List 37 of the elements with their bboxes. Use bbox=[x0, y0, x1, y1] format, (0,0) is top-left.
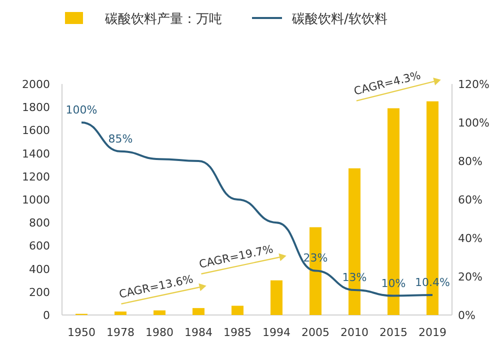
y-tick-label: 1600 bbox=[22, 124, 50, 138]
x-tick-label: 1980 bbox=[146, 326, 174, 339]
data-label: 100% bbox=[66, 104, 98, 116]
x-tick-label: 1994 bbox=[262, 326, 290, 339]
y-tick-label: 1000 bbox=[22, 194, 50, 206]
bar bbox=[192, 308, 204, 315]
y2-tick-label: 0% bbox=[458, 309, 476, 322]
x-tick-label: 1984 bbox=[184, 326, 212, 339]
bar bbox=[114, 312, 126, 315]
x-tick-label: 2005 bbox=[302, 326, 330, 339]
x-tick-label: 2015 bbox=[380, 326, 408, 339]
y-tick-label: 0 bbox=[43, 309, 50, 322]
x-tick-label: 1950 bbox=[68, 326, 96, 339]
y2-tick-label: 20% bbox=[458, 270, 482, 284]
y2-tick-label: 100% bbox=[458, 116, 490, 130]
x-tick-label: 2010 bbox=[340, 326, 368, 339]
bar bbox=[270, 280, 282, 315]
y-tick-label: 800 bbox=[29, 216, 50, 230]
legend-label: 碳酸饮料/软饮料 bbox=[291, 12, 388, 27]
y-tick-label: 1400 bbox=[22, 147, 50, 160]
y-tick-label: 200 bbox=[29, 286, 50, 299]
y-tick-label: 600 bbox=[29, 240, 50, 253]
y2-tick-label: 60% bbox=[458, 194, 482, 206]
data-label: 85% bbox=[108, 132, 133, 146]
y2-tick-label: 120% bbox=[458, 78, 490, 91]
y2-tick-label: 40% bbox=[458, 232, 482, 245]
legend-label: 碳酸饮料产量：万吨 bbox=[104, 12, 222, 27]
y-tick-label: 1200 bbox=[22, 170, 50, 184]
x-tick-label: 1978 bbox=[106, 326, 134, 339]
bar bbox=[154, 310, 166, 315]
y2-tick-label: 80% bbox=[458, 155, 482, 168]
x-tick-label: 1985 bbox=[224, 326, 252, 339]
y-tick-label: 1800 bbox=[22, 101, 50, 114]
y-tick-label: 2000 bbox=[22, 78, 50, 91]
y-tick-label: 400 bbox=[29, 262, 50, 276]
x-tick-label: 2019 bbox=[418, 326, 446, 339]
bar bbox=[232, 306, 244, 315]
